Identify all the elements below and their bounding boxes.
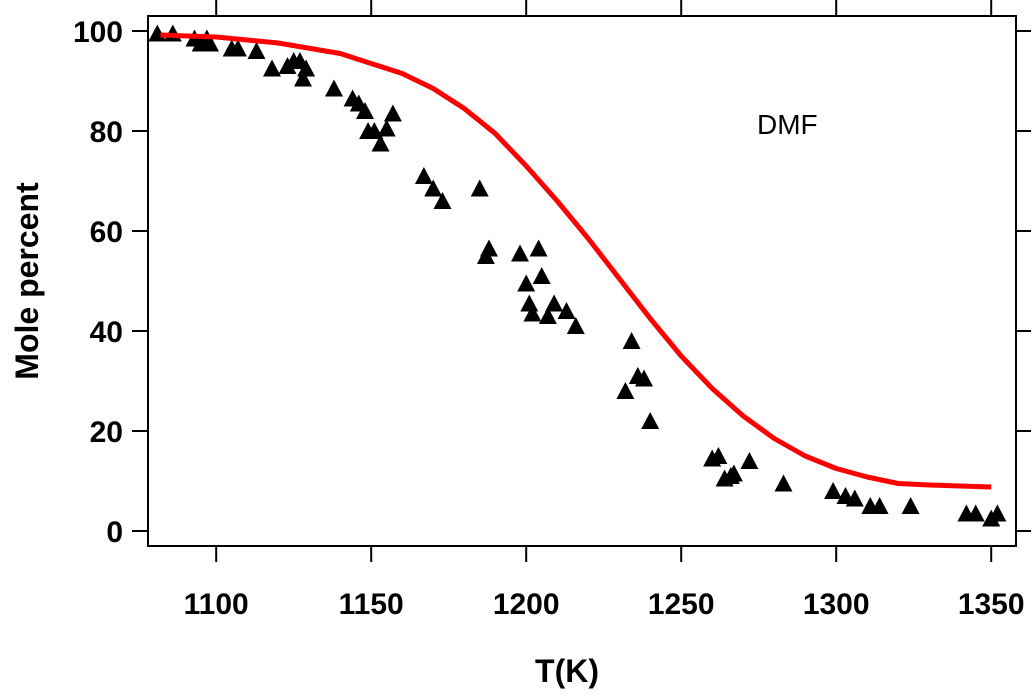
axis-ticks — [132, 0, 1031, 562]
fit-curve — [160, 32, 992, 490]
data-point-triangle — [709, 447, 728, 464]
y-tick-label: 80 — [90, 116, 123, 149]
data-point-triangle — [247, 42, 266, 59]
data-point-triangle — [433, 192, 452, 209]
data-point-triangle — [532, 267, 551, 284]
data-point-triangle — [371, 134, 390, 152]
data-point-triangle — [966, 504, 985, 522]
data-point-triangle — [517, 274, 536, 292]
y-tick-labels: 0 20 40 60 80 100 — [73, 16, 123, 549]
data-point-triangle — [724, 464, 743, 482]
x-tick-label: 1250 — [648, 588, 715, 621]
data-point-triangle — [480, 239, 498, 257]
data-points — [148, 24, 1007, 527]
data-point-triangle — [325, 79, 343, 97]
dmf-annotation: DMF — [757, 109, 818, 140]
fit-lines — [160, 32, 992, 490]
x-tick-label: 1300 — [803, 588, 870, 621]
data-point-triangle — [294, 69, 312, 87]
x-axis-title: T(K) — [535, 653, 599, 689]
data-point-triangle — [774, 474, 793, 492]
data-point-triangle — [545, 294, 564, 312]
y-tick-label: 60 — [90, 216, 123, 249]
y-tick-label: 20 — [90, 416, 123, 449]
x-tick-labels: 1100 1150 1200 1250 1300 1350 — [184, 588, 1025, 621]
data-point-triangle — [824, 482, 843, 499]
data-point-triangle — [201, 34, 219, 52]
data-point-triangle — [356, 102, 374, 119]
data-point-triangle — [622, 332, 641, 349]
data-point-triangle — [538, 307, 557, 324]
data-point-triangle — [383, 104, 402, 122]
y-tick-label: 40 — [90, 316, 123, 349]
y-axis-title: Mole percent — [9, 182, 45, 380]
x-tick-label: 1100 — [184, 588, 249, 621]
x-tick-label: 1350 — [958, 588, 1025, 621]
data-point-triangle — [740, 452, 759, 469]
data-point-triangle — [228, 39, 247, 57]
data-point-triangle — [263, 59, 281, 77]
data-point-triangle — [635, 369, 653, 387]
data-point-triangle — [845, 489, 864, 507]
x-tick-label: 1200 — [493, 588, 560, 621]
data-point-triangle — [523, 304, 542, 322]
data-point-triangle — [988, 504, 1007, 522]
y-tick-label: 100 — [73, 16, 123, 49]
data-point-triangle — [520, 294, 539, 312]
plot-frame — [147, 15, 1017, 547]
data-point-triangle — [901, 497, 920, 514]
data-point-triangle — [557, 302, 576, 319]
data-point-triangle — [470, 179, 489, 197]
data-point-triangle — [641, 412, 660, 429]
x-tick-label: 1150 — [339, 588, 404, 621]
y-tick-label: 0 — [106, 516, 123, 549]
data-point-triangle — [616, 382, 635, 399]
data-point-triangle — [566, 317, 585, 334]
data-point-triangle — [297, 59, 316, 77]
data-point-triangle — [377, 119, 396, 137]
data-point-triangle — [870, 497, 889, 514]
data-point-triangle — [511, 244, 529, 262]
data-point-triangle — [529, 239, 548, 257]
data-point-triangle — [424, 179, 443, 197]
data-point-triangle — [414, 167, 433, 184]
